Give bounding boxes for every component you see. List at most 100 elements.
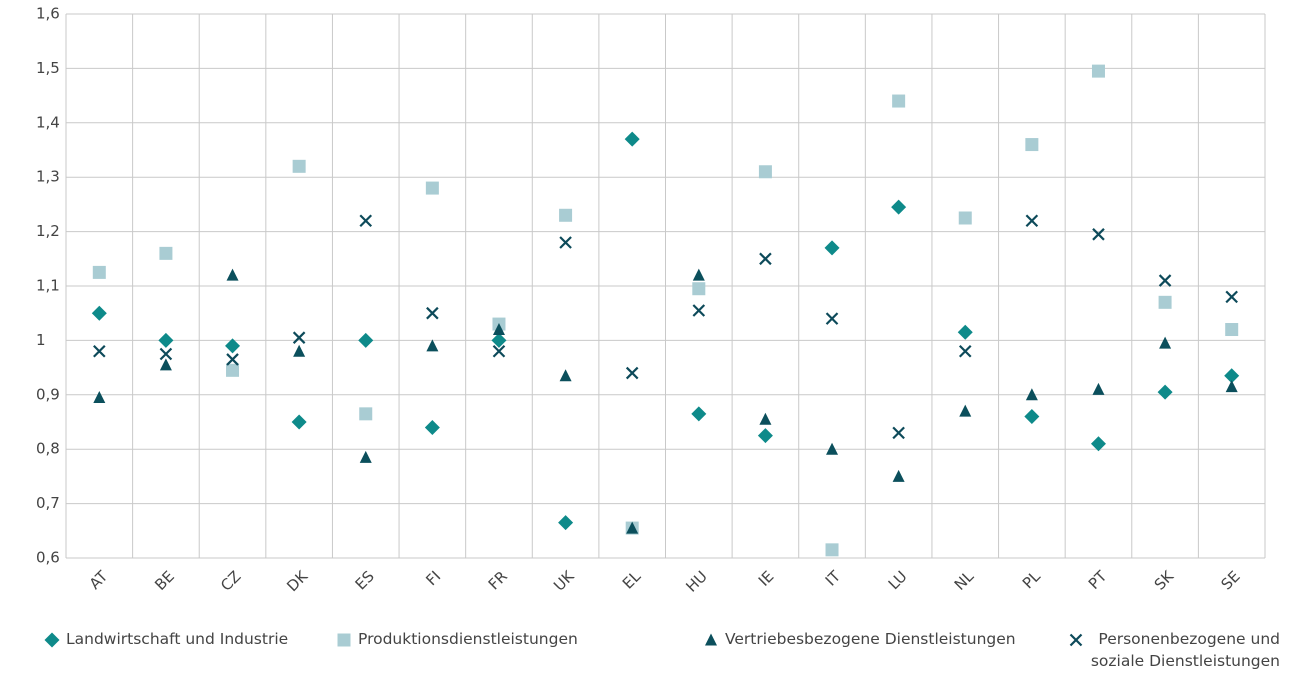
cross-marker <box>825 312 839 325</box>
square-marker <box>958 211 972 225</box>
square-marker <box>1091 64 1105 78</box>
square-marker <box>758 165 772 179</box>
diamond-marker <box>491 332 507 348</box>
triangle-marker <box>159 358 172 371</box>
x-tick-label: FI <box>422 567 444 589</box>
cross-marker <box>159 347 173 361</box>
diamond-marker <box>358 332 374 348</box>
cross-marker <box>226 353 239 366</box>
triangle-marker <box>559 369 572 382</box>
x-tick-label: SE <box>1218 567 1244 593</box>
diamond-marker <box>1224 368 1240 384</box>
x-tick-label: AT <box>86 567 112 593</box>
x-tick-label: LU <box>885 567 911 593</box>
diamond-marker <box>624 131 640 147</box>
x-tick-label: CZ <box>217 567 244 594</box>
cross-marker <box>426 306 439 320</box>
cross-marker <box>692 304 706 317</box>
cross-marker <box>625 366 639 380</box>
cross-marker <box>292 331 306 344</box>
x-tick-label: IE <box>755 567 778 590</box>
x-tick-label: PL <box>1019 567 1044 592</box>
triangle-marker <box>1025 388 1038 401</box>
square-marker <box>159 246 173 260</box>
legend-item: Personenbezogene und soziale Dienstleist… <box>1068 628 1280 672</box>
square-marker <box>1025 138 1039 152</box>
triangle-marker <box>759 412 772 425</box>
y-tick-label: 1,4 <box>36 113 60 131</box>
chart: 0,6 0,7 0,8 0,9 1 1,1 1,2 1,3 1,4 1,5 1,6 AT BE CZ DK E… <box>36 5 1266 596</box>
diamond-marker <box>1157 384 1173 400</box>
diamond-marker <box>1024 409 1040 425</box>
x-tick-label: DK <box>283 566 312 595</box>
triangle-marker <box>959 404 972 417</box>
legend-symbol <box>705 633 717 646</box>
y-tick-label: 1,1 <box>36 277 60 295</box>
diamond-marker <box>1090 436 1106 452</box>
legend-item: Vertriebesbezogene Dienstleistungen <box>703 628 1016 650</box>
square-marker <box>825 543 839 557</box>
triangle-marker <box>692 268 705 281</box>
triangle-marker <box>892 469 905 482</box>
legend-symbol <box>1069 633 1083 647</box>
y-tick-label: 0,7 <box>36 494 60 512</box>
diamond-marker <box>225 338 241 354</box>
diamond-marker <box>558 515 574 531</box>
triangle-marker <box>492 323 505 336</box>
cross-marker <box>759 252 772 266</box>
x-tick-label: ES <box>352 567 378 593</box>
square-marker <box>692 282 706 296</box>
y-tick-label: 1,5 <box>36 59 60 77</box>
diamond-marker <box>44 632 60 648</box>
triangle-marker <box>1225 380 1238 393</box>
diamond-marker <box>691 406 707 422</box>
cross-marker <box>1025 214 1039 227</box>
cross-marker <box>492 345 506 358</box>
legend-symbol <box>44 632 60 648</box>
cross-marker <box>1158 274 1172 287</box>
cross-marker <box>93 345 106 358</box>
diamond-marker <box>424 419 440 435</box>
x-tick-label: NL <box>951 567 978 594</box>
triangle-marker <box>626 521 639 534</box>
cross-marker <box>1069 633 1083 647</box>
y-tick-label: 1 <box>36 331 46 349</box>
diamond-marker <box>158 332 174 348</box>
x-tick-label: BE <box>151 567 178 594</box>
square-marker <box>292 159 306 173</box>
legend-label: Landwirtschaft und Industrie <box>66 630 289 648</box>
diamond-marker <box>824 240 840 256</box>
legend-item: Landwirtschaft und Industrie <box>44 628 288 650</box>
triangle-marker <box>226 268 239 281</box>
cross-marker <box>1225 290 1238 304</box>
y-tick-label: 0,6 <box>36 549 60 567</box>
square-marker <box>359 407 373 421</box>
square-marker <box>1158 295 1172 309</box>
cross-marker <box>559 236 572 249</box>
cross-marker <box>359 214 373 227</box>
triangle-marker <box>293 344 306 357</box>
triangle-marker <box>1159 336 1172 349</box>
square-marker <box>425 181 439 195</box>
x-tick-label: SK <box>1151 566 1178 593</box>
diamond-marker <box>891 199 907 215</box>
y-tick-label: 1,6 <box>36 5 60 23</box>
x-tick-label: EL <box>619 567 645 593</box>
square-marker <box>226 363 240 377</box>
y-tick-label: 0,9 <box>36 385 60 403</box>
triangle-marker <box>359 450 372 463</box>
square-marker <box>92 265 106 279</box>
triangle-marker <box>1092 382 1105 395</box>
x-tick-label: UK <box>550 566 578 594</box>
y-tick-label: 1,3 <box>36 168 60 186</box>
y-tick-label: 1,2 <box>36 222 60 240</box>
x-tick-label: FR <box>485 567 511 593</box>
square-marker <box>892 94 906 108</box>
legend-label: Personenbezogene und soziale Dienstleist… <box>1090 630 1280 670</box>
square-marker <box>1225 323 1239 337</box>
x-tick-label: IT <box>822 567 845 590</box>
diamond-marker <box>291 414 307 430</box>
cross-marker <box>958 345 972 358</box>
square-marker <box>559 208 573 222</box>
